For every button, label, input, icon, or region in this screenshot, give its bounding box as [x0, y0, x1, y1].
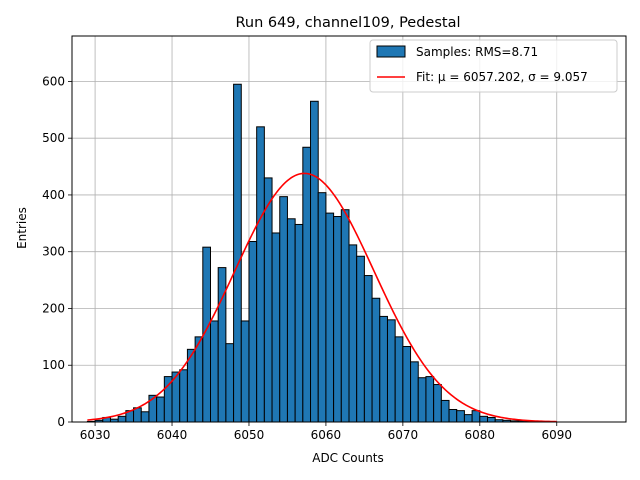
gaussian-fit-line [87, 172, 557, 423]
histogram-bar [271, 232, 281, 423]
y-tick-label: 500 [42, 131, 65, 145]
y-tick-label: 300 [42, 245, 65, 259]
histogram-bar [302, 146, 312, 423]
y-tick-label: 100 [42, 358, 65, 372]
histogram-bar [210, 320, 219, 423]
histogram-bar [263, 177, 273, 423]
histogram-bars [86, 83, 550, 423]
histogram-bar [279, 196, 288, 423]
legend-label-fit: Fit: μ = 6057.202, σ = 9.057 [416, 70, 588, 84]
x-tick-label: 6060 [311, 428, 342, 442]
histogram-bar [310, 100, 319, 423]
histogram-bar [294, 223, 304, 423]
histogram-bar [240, 320, 250, 423]
y-tick-label: 200 [42, 301, 65, 315]
histogram-bar [140, 411, 150, 423]
x-tick-label: 6070 [388, 428, 419, 442]
x-axis-label: ADC Counts [312, 451, 384, 465]
histogram-bar [356, 255, 365, 423]
histogram-bar [456, 410, 465, 423]
plot-frame [71, 35, 627, 423]
histogram-bar [117, 415, 127, 423]
histogram-bar [317, 192, 327, 423]
y-tick-label: 600 [42, 74, 65, 88]
histogram-bar [325, 212, 335, 423]
x-tick-label: 6040 [157, 428, 188, 442]
x-tick-label: 6030 [80, 428, 111, 442]
x-tick-label: 6090 [541, 428, 572, 442]
histogram-bar [448, 409, 458, 423]
legend-box [369, 39, 618, 93]
x-axis-ticks: 6030 6040 6050 6060 6070 6080 6090 [80, 422, 572, 442]
histogram-bar [194, 336, 204, 423]
histogram-bar [256, 126, 265, 423]
x-tick-label: 6080 [465, 428, 496, 442]
fit-curve-group [87, 172, 557, 423]
histogram-bar [433, 384, 442, 423]
histogram-bar [394, 336, 404, 423]
histogram-bar [440, 399, 450, 423]
y-tick-label: 0 [57, 415, 65, 429]
histogram-bar [156, 396, 165, 423]
y-tick-label: 400 [42, 188, 65, 202]
histogram-bar [410, 361, 419, 423]
histogram-bar [386, 319, 396, 423]
histogram-bar [363, 275, 373, 423]
histogram-bar [286, 218, 296, 423]
histogram-bar [179, 369, 188, 423]
histogram-bar [333, 216, 342, 423]
histogram-bar [463, 414, 473, 423]
histogram-bar [487, 416, 496, 423]
histogram-bar [479, 415, 488, 423]
histogram-bar [425, 376, 435, 423]
histogram-bar [248, 240, 258, 423]
histogram-bar [225, 343, 235, 423]
histogram-bar [379, 315, 388, 423]
legend-label-samples: Samples: RMS=8.71 [416, 45, 538, 59]
y-axis-label: Entries [15, 207, 29, 249]
histogram-bar [402, 346, 412, 423]
legend-swatch-samples [376, 45, 406, 58]
x-tick-label: 6050 [234, 428, 265, 442]
histogram-bar [340, 209, 350, 423]
histogram-bar [417, 377, 427, 423]
histogram-bar [471, 410, 481, 423]
chart-title: Run 649, channel109, Pedestal [235, 15, 460, 31]
histogram-bar [348, 244, 358, 423]
histogram-bar [371, 297, 381, 423]
y-axis-ticks: 0 100 200 300 400 500 600 [42, 74, 72, 429]
histogram-bar [233, 83, 242, 423]
legend: Samples: RMS=8.71 Fit: μ = 6057.202, σ =… [369, 39, 618, 93]
